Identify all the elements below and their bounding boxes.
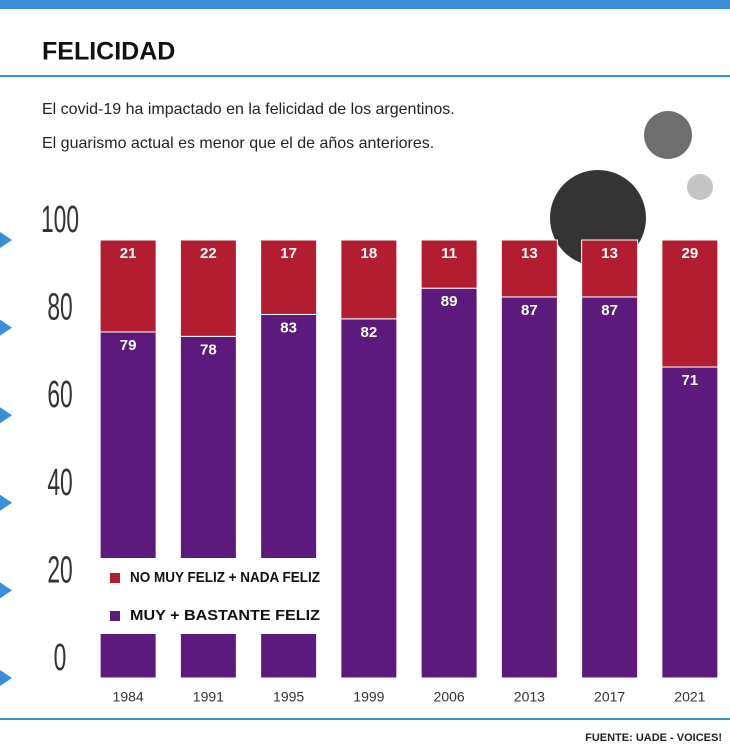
x-tick-label: 2013 [514,689,545,705]
x-tick-label: 1995 [273,689,304,705]
tick-arrow [0,670,12,686]
bar [581,239,639,298]
x-tick-label: 1999 [353,689,384,705]
bar [179,239,237,337]
data-label: 13 [521,245,538,262]
bar [500,239,558,298]
chart-title: FELICIDAD [42,38,175,66]
y-tick-label: 20 [47,548,72,590]
data-label: 18 [361,245,378,262]
y-tick-label: 100 [41,198,79,240]
legend-label: NO MUY FELIZ + NADA FELIZ [130,569,320,586]
subtitle: El covid-19 ha impactado en la felicidad… [42,101,455,118]
data-label: 79 [120,337,137,354]
bar [500,296,558,679]
bar [661,366,719,679]
x-tick-label: 2017 [594,689,625,705]
bar [260,239,318,315]
y-tick-label: 60 [47,373,72,415]
bar [661,239,719,368]
data-label: 78 [200,341,217,358]
data-label: 82 [361,324,378,341]
legend-label: MUY + BASTANTE FELIZ [130,607,320,624]
data-label: 13 [601,245,618,262]
data-label: 87 [521,302,538,319]
data-label: 89 [441,293,458,310]
y-tick-label: 80 [47,286,72,328]
tick-arrow [0,407,12,424]
legend-swatch [110,573,120,583]
tick-arrow [0,582,12,599]
legend-box [92,558,332,634]
bar [581,296,639,679]
y-tick-label: 0 [54,636,67,678]
bar [340,318,398,679]
subtitle: El guarismo actual es menor que el de añ… [42,135,434,152]
x-tick-label: 1984 [113,689,144,705]
legend-swatch [110,611,120,621]
data-label: 11 [441,245,457,262]
y-tick-label: 40 [47,461,72,503]
data-label: 21 [120,245,137,262]
data-label: 71 [682,372,699,389]
data-label: 29 [682,245,699,262]
bar [420,239,478,289]
tick-arrow [0,232,12,248]
data-label: 83 [280,319,297,336]
data-label: 17 [280,245,297,262]
bar [340,239,398,320]
data-label: 22 [200,245,217,262]
top-border [0,0,730,9]
x-tick-label: 2021 [674,689,705,705]
bar [99,239,157,333]
data-label: 87 [601,302,618,319]
x-tick-label: 2006 [434,689,465,705]
x-tick-label: 1991 [193,689,224,705]
tick-arrow [0,494,12,511]
tick-arrow [0,319,12,336]
bar [420,287,478,679]
source: FUENTE: UADE - VOICES! [585,732,722,744]
